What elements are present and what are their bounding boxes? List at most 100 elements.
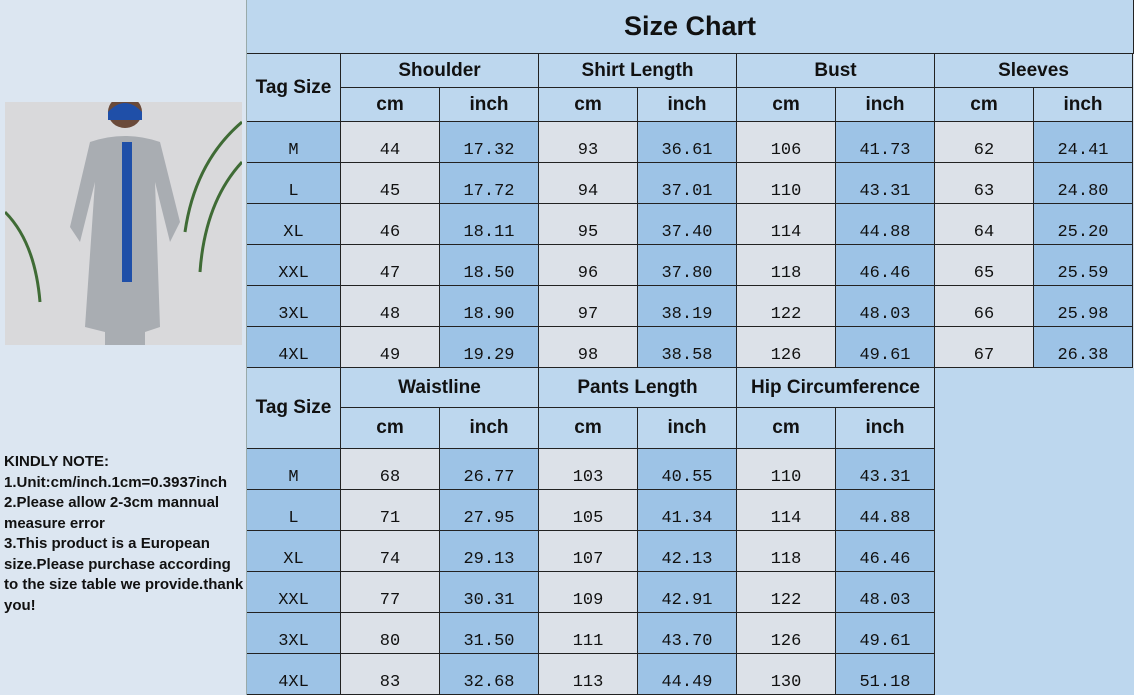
cm-value-cell: 107: [539, 531, 638, 572]
inch-value-cell: 43.31: [836, 449, 935, 490]
note-line: 1.Unit:cm/inch.1cm=0.3937inch: [4, 473, 228, 491]
kindly-note: KINDLY NOTE: 1.Unit:cm/inch.1cm=0.3937in…: [4, 452, 244, 616]
column-group-header: Bust: [737, 54, 935, 88]
cm-value-cell: 126: [737, 327, 836, 368]
cm-value-cell: 74: [341, 531, 440, 572]
cm-value-cell: 109: [539, 572, 638, 613]
cm-value-cell: 122: [737, 572, 836, 613]
tag-size-cell: 4XL: [247, 654, 341, 695]
inch-value-cell: 25.98: [1034, 286, 1133, 327]
unit-header-inch: inch: [836, 88, 935, 122]
cm-value-cell: 126: [737, 613, 836, 654]
unit-header-cm: cm: [341, 88, 440, 122]
inch-value-cell: 38.19: [638, 286, 737, 327]
cm-value-cell: 48: [341, 286, 440, 327]
tag-size-cell: XL: [247, 531, 341, 572]
column-group-header: Sleeves: [935, 54, 1133, 88]
cm-value-cell: 66: [935, 286, 1034, 327]
cm-value-cell: 122: [737, 286, 836, 327]
unit-header-cm: cm: [539, 408, 638, 449]
inch-value-cell: 36.61: [638, 122, 737, 163]
inch-value-cell: 31.50: [440, 613, 539, 654]
inch-value-cell: 46.46: [836, 245, 935, 286]
tag-size-cell: 3XL: [247, 286, 341, 327]
cm-value-cell: 62: [935, 122, 1034, 163]
product-photo: [5, 102, 242, 345]
cm-value-cell: 65: [935, 245, 1034, 286]
note-line: 3.This product is a European size.Please…: [4, 535, 244, 614]
inch-value-cell: 41.73: [836, 122, 935, 163]
cm-value-cell: 114: [737, 490, 836, 531]
cm-value-cell: 111: [539, 613, 638, 654]
inch-value-cell: 49.61: [836, 327, 935, 368]
cm-value-cell: 110: [737, 163, 836, 204]
left-panel: KINDLY NOTE: 1.Unit:cm/inch.1cm=0.3937in…: [0, 0, 247, 695]
unit-header-cm: cm: [935, 88, 1034, 122]
inch-value-cell: 37.40: [638, 204, 737, 245]
tag-size-cell: 4XL: [247, 327, 341, 368]
cm-value-cell: 71: [341, 490, 440, 531]
cm-value-cell: 96: [539, 245, 638, 286]
cm-value-cell: 130: [737, 654, 836, 695]
cm-value-cell: 44: [341, 122, 440, 163]
tag-size-cell: XXL: [247, 572, 341, 613]
inch-value-cell: 49.61: [836, 613, 935, 654]
cm-value-cell: 105: [539, 490, 638, 531]
cm-value-cell: 94: [539, 163, 638, 204]
tag-size-cell: L: [247, 490, 341, 531]
inch-value-cell: 19.29: [440, 327, 539, 368]
cm-value-cell: 118: [737, 531, 836, 572]
cm-value-cell: 83: [341, 654, 440, 695]
column-group-header: Pants Length: [539, 368, 737, 408]
unit-header-inch: inch: [638, 408, 737, 449]
cm-value-cell: 47: [341, 245, 440, 286]
inch-value-cell: 46.46: [836, 531, 935, 572]
inch-value-cell: 24.41: [1034, 122, 1133, 163]
note-heading: KINDLY NOTE:: [4, 453, 110, 470]
cm-value-cell: 103: [539, 449, 638, 490]
cm-value-cell: 114: [737, 204, 836, 245]
unit-header-cm: cm: [341, 408, 440, 449]
inch-value-cell: 44.88: [836, 204, 935, 245]
inch-value-cell: 29.13: [440, 531, 539, 572]
inch-value-cell: 17.72: [440, 163, 539, 204]
tag-size-header: Tag Size: [247, 54, 341, 122]
inch-value-cell: 44.49: [638, 654, 737, 695]
inch-value-cell: 44.88: [836, 490, 935, 531]
unit-header-inch: inch: [440, 408, 539, 449]
cm-value-cell: 67: [935, 327, 1034, 368]
cm-value-cell: 80: [341, 613, 440, 654]
cm-value-cell: 77: [341, 572, 440, 613]
cm-value-cell: 63: [935, 163, 1034, 204]
inch-value-cell: 37.80: [638, 245, 737, 286]
inch-value-cell: 42.91: [638, 572, 737, 613]
inch-value-cell: 48.03: [836, 572, 935, 613]
inch-value-cell: 18.90: [440, 286, 539, 327]
cm-value-cell: 45: [341, 163, 440, 204]
column-group-header: Shoulder: [341, 54, 539, 88]
tag-size-cell: M: [247, 122, 341, 163]
unit-header-inch: inch: [440, 88, 539, 122]
tag-size-cell: XXL: [247, 245, 341, 286]
inch-value-cell: 26.38: [1034, 327, 1133, 368]
inch-value-cell: 51.18: [836, 654, 935, 695]
inch-value-cell: 43.31: [836, 163, 935, 204]
cm-value-cell: 97: [539, 286, 638, 327]
column-group-header: Waistline: [341, 368, 539, 408]
inch-value-cell: 18.11: [440, 204, 539, 245]
cm-value-cell: 113: [539, 654, 638, 695]
inch-value-cell: 18.50: [440, 245, 539, 286]
tag-size-cell: XL: [247, 204, 341, 245]
inch-value-cell: 48.03: [836, 286, 935, 327]
tag-size-cell: M: [247, 449, 341, 490]
inch-value-cell: 24.80: [1034, 163, 1133, 204]
column-group-header: Hip Circumference: [737, 368, 935, 408]
cm-value-cell: 110: [737, 449, 836, 490]
tag-size-cell: 3XL: [247, 613, 341, 654]
tag-size-header: Tag Size: [247, 368, 341, 449]
note-line: 2.Please allow 2-3cm mannual measure err…: [4, 494, 220, 532]
inch-value-cell: 42.13: [638, 531, 737, 572]
cm-value-cell: 46: [341, 204, 440, 245]
unit-header-cm: cm: [737, 408, 836, 449]
inch-value-cell: 38.58: [638, 327, 737, 368]
